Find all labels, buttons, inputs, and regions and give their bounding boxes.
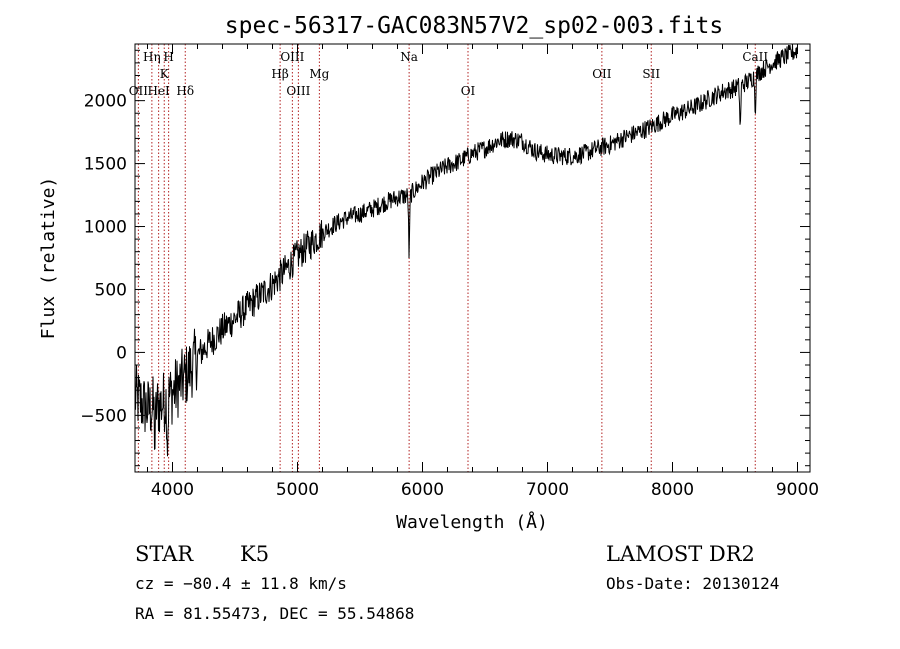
x-tick-label: 6000 [401, 480, 444, 500]
x-axis: 4000 5000 6000 7000 8000 9000 [147, 44, 819, 500]
y-tick-label: 1000 [84, 218, 127, 238]
spectral-line-label: OII [129, 84, 149, 98]
coordinates-readout: RA = 81.55473, DEC = 55.54868 [135, 604, 414, 623]
y-axis-label: Flux (relative) [38, 177, 59, 340]
spectral-line-label: Hη [143, 50, 161, 64]
spectral-line-label: SII [642, 67, 660, 81]
spectral-line-label: OIII [280, 50, 304, 64]
spectral-line-label: H [163, 50, 173, 64]
x-tick-label: 7000 [526, 480, 569, 500]
x-tick-label: 8000 [651, 480, 694, 500]
y-tick-label: 0 [116, 343, 127, 363]
spectral-line-label: K [160, 67, 170, 81]
y-tick-label: −500 [80, 406, 127, 426]
spectral-subclass: K5 [240, 542, 269, 566]
y-tick-label: 2000 [84, 92, 127, 112]
x-tick-label: 9000 [776, 480, 819, 500]
y-tick-label: 500 [95, 280, 127, 300]
y-tick-label: 1500 [84, 155, 127, 175]
spectral-line-label: OII [592, 67, 612, 81]
spectrum-series-line [134, 44, 798, 457]
plot-area-frame [134, 43, 811, 473]
spectral-line-label: Mg [309, 67, 329, 81]
spectral-line-label: HeI [147, 84, 170, 98]
redshift-readout: cz = −80.4 ± 11.8 km/s [135, 574, 347, 593]
spectral-line-label: OI [461, 84, 476, 98]
spectral-line-label: Na [400, 50, 418, 64]
observation-date: Obs-Date: 20130124 [606, 574, 779, 593]
spectral-line-labels: OII Hη HeI KH Hδ Hβ OIII OIII Mg Na OI OII SII CaII [129, 50, 769, 98]
x-axis-label: Wavelength (Å) [396, 511, 548, 533]
spectral-line-label: Hδ [176, 84, 194, 98]
x-tick-label: 5000 [276, 480, 319, 500]
object-class: STAR [135, 542, 194, 566]
spectral-line-markers [137, 44, 756, 472]
chart-title: spec-56317-GAC083N57V2_sp02-003.fits [225, 13, 724, 39]
y-axis: −500 0 500 1000 1500 2000 [80, 49, 810, 467]
x-tick-label: 4000 [151, 480, 194, 500]
spectral-line-label: OIII [286, 84, 310, 98]
survey-name: LAMOST DR2 [606, 542, 755, 566]
spectral-line-label: Hβ [271, 67, 288, 81]
spectral-line-label: CaII [742, 50, 768, 64]
